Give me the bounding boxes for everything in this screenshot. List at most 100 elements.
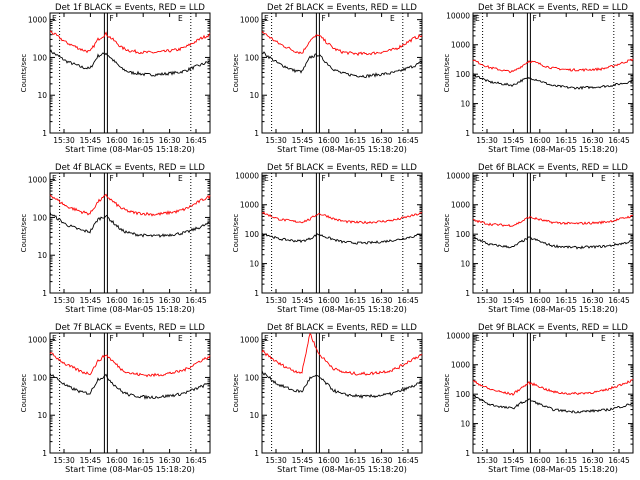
corner-label: E — [178, 334, 183, 343]
x-tick-label: 16:15 — [555, 296, 577, 305]
corner-label: E — [475, 14, 480, 23]
plot-frame — [49, 332, 211, 454]
y-axis-label: Counts/sec — [20, 374, 28, 413]
series-lld-line — [472, 214, 634, 228]
corner-label: E — [52, 334, 57, 343]
panel-title: Det 8f BLACK = Events, RED = LLD — [267, 323, 417, 333]
y-axis-label: Counts/sec — [443, 214, 451, 253]
y-tick-label: 1 — [254, 129, 259, 138]
x-tick-label: 16:15 — [132, 296, 154, 305]
y-tick-label: 10000 — [446, 11, 470, 20]
x-axis-label: Start Time (08-Mar-05 15:18:20) — [277, 305, 407, 314]
x-tick-label: 16:00 — [318, 456, 340, 465]
x-axis-label: Start Time (08-Mar-05 15:18:20) — [488, 305, 618, 314]
x-tick-label: 16:15 — [555, 136, 577, 145]
series-events-line — [261, 232, 423, 245]
x-tick-label: 16:45 — [608, 456, 630, 465]
corner-label: E — [178, 174, 183, 183]
x-tick-label: 15:30 — [265, 136, 287, 145]
series-events-line — [49, 211, 211, 238]
x-tick-label: 16:30 — [582, 136, 604, 145]
x-tick-label: 15:45 — [292, 136, 314, 145]
corner-label: F — [532, 334, 536, 343]
series-lld-line — [261, 31, 423, 57]
x-tick-label: 16:45 — [185, 456, 207, 465]
x-tick-label: 16:00 — [529, 456, 551, 465]
y-tick-label: 1000 — [451, 201, 470, 210]
y-axis-label: Counts/sec — [232, 374, 240, 413]
y-tick-label: 10 — [249, 91, 259, 100]
x-tick-label: 15:45 — [503, 296, 525, 305]
corner-label: F — [109, 334, 113, 343]
x-tick-label: 16:15 — [132, 136, 154, 145]
y-tick-label: 100 — [33, 53, 48, 62]
series-events-line — [49, 49, 211, 77]
panel-title: Det 2f BLACK = Events, RED = LLD — [267, 3, 417, 13]
x-tick-label: 15:30 — [265, 296, 287, 305]
plot-frame — [472, 332, 634, 454]
panel-det-7: Det 7f BLACK = Events, RED = LLD 1 10 100 10… — [20, 323, 211, 474]
y-tick-label: 10 — [460, 420, 470, 429]
x-tick-label: 16:30 — [159, 456, 181, 465]
x-tick-label: 15:45 — [80, 136, 102, 145]
y-tick-label: 1 — [42, 289, 47, 298]
x-tick-label: 15:30 — [53, 456, 75, 465]
corner-label: E — [390, 14, 395, 23]
y-tick-label: 100 — [33, 373, 48, 382]
x-tick-label: 15:45 — [503, 136, 525, 145]
x-tick-label: 16:00 — [529, 136, 551, 145]
x-tick-label: 15:45 — [292, 456, 314, 465]
x-axis-label: Start Time (08-Mar-05 15:18:20) — [65, 305, 195, 314]
y-tick-label: 1000 — [240, 336, 259, 345]
series-events-line — [472, 394, 634, 414]
y-tick-label: 1000 — [28, 336, 47, 345]
panel-title: Det 7f BLACK = Events, RED = LLD — [55, 323, 205, 333]
x-tick-label: 15:30 — [476, 456, 498, 465]
corner-label: E — [390, 334, 395, 343]
corner-label: F — [109, 174, 113, 183]
x-tick-label: 16:45 — [397, 456, 419, 465]
panel-title: Det 9f BLACK = Events, RED = LLD — [478, 323, 628, 333]
x-tick-label: 15:30 — [53, 296, 75, 305]
series-lld-line — [472, 378, 634, 396]
x-tick-label: 16:00 — [106, 136, 128, 145]
x-axis-label: Start Time (08-Mar-05 15:18:20) — [65, 465, 195, 474]
series-lld-line — [261, 332, 423, 376]
x-axis-label: Start Time (08-Mar-05 15:18:20) — [277, 465, 407, 474]
corner-label: E — [264, 174, 269, 183]
x-tick-label: 16:30 — [159, 296, 181, 305]
x-tick-label: 15:45 — [292, 296, 314, 305]
x-tick-label: 16:30 — [371, 296, 393, 305]
y-tick-label: 1 — [465, 449, 470, 458]
panel-det-3: Det 3f BLACK = Events, RED = LLD 1 10 100 10… — [443, 3, 634, 154]
y-tick-label: 1000 — [28, 176, 47, 185]
x-tick-label: 16:45 — [397, 296, 419, 305]
x-tick-label: 15:45 — [80, 456, 102, 465]
x-axis-label: Start Time (08-Mar-05 15:18:20) — [488, 465, 618, 474]
y-tick-label: 10 — [249, 411, 259, 420]
panel-det-5: Det 5f BLACK = Events, RED = LLD 1 10 100 10… — [232, 163, 423, 314]
panel-det-1: Det 1f BLACK = Events, RED = LLD 1 10 100 10… — [20, 3, 211, 154]
y-tick-label: 1 — [42, 449, 47, 458]
y-axis-label: Counts/sec — [232, 54, 240, 93]
panel-title: Det 3f BLACK = Events, RED = LLD — [478, 3, 628, 13]
panel-title: Det 6f BLACK = Events, RED = LLD — [478, 163, 628, 173]
plot-frame — [261, 332, 423, 454]
corner-label: F — [321, 174, 325, 183]
y-axis-label: Counts/sec — [20, 54, 28, 93]
x-axis-label: Start Time (08-Mar-05 15:18:20) — [277, 145, 407, 154]
x-tick-label: 16:00 — [318, 136, 340, 145]
corner-label: E — [390, 174, 395, 183]
y-tick-label: 100 — [245, 230, 260, 239]
y-tick-label: 1 — [42, 129, 47, 138]
x-tick-label: 15:45 — [80, 296, 102, 305]
panel-title: Det 5f BLACK = Events, RED = LLD — [267, 163, 417, 173]
y-axis-label: Counts/sec — [20, 214, 28, 253]
y-tick-label: 10000 — [235, 171, 259, 180]
y-tick-label: 1000 — [28, 16, 47, 25]
x-tick-label: 16:00 — [106, 296, 128, 305]
series-lld-line — [49, 30, 211, 55]
corner-label: E — [264, 14, 269, 23]
corner-label: E — [475, 174, 480, 183]
y-tick-label: 1 — [465, 129, 470, 138]
